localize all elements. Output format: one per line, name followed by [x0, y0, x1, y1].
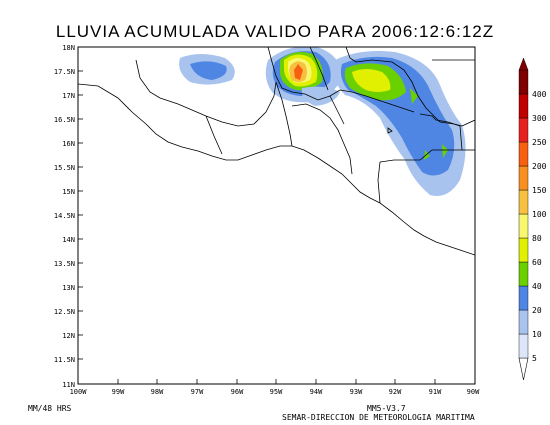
colorbar-label: 40: [532, 282, 542, 291]
rainfall-contours: [179, 47, 466, 196]
colorbar-swatch: [518, 93, 529, 119]
lat-label: 14.5N: [54, 212, 75, 220]
lat-label: 17N: [62, 92, 75, 100]
colorbar-swatch: [518, 309, 529, 335]
colorbar-label: 250: [532, 138, 547, 147]
colorbar: 5 10 20 40 60 80 100 150 200 250 300 400: [518, 57, 547, 381]
country-border: [377, 161, 381, 204]
colorbar-swatch: [518, 285, 529, 311]
lat-label: 11N: [62, 381, 75, 389]
footer-model-label: MM5-V3.7: [367, 404, 406, 413]
rain-area-green: [424, 150, 430, 160]
island: [387, 127, 393, 134]
state-border: [309, 47, 329, 91]
colorbar-label: 300: [532, 114, 547, 123]
lon-label: 92W: [389, 388, 402, 396]
rain-area-green: [410, 88, 418, 104]
map-title: LLUVIA ACUMULADA VALIDO PARA 2006:12:6:1…: [55, 22, 495, 41]
lat-label: 16.5N: [54, 116, 75, 124]
colorbar-label: 150: [532, 186, 547, 195]
lat-label: 14N: [62, 236, 75, 244]
state-border: [345, 47, 463, 127]
country-border: [461, 119, 475, 127]
lon-label: 95W: [270, 388, 283, 396]
colorbar-label: 5: [532, 354, 537, 363]
colorbar-label: 20: [532, 306, 542, 315]
colorbar-label: 400: [532, 90, 547, 99]
lon-label: 100W: [70, 388, 88, 396]
axis-ticks: [78, 46, 475, 385]
colorbar-low-arrow: [518, 357, 529, 381]
plot-frame: [77, 46, 476, 385]
state-border: [275, 81, 293, 147]
lon-label: 96W: [231, 388, 244, 396]
rain-area-medium: [190, 61, 227, 80]
lat-label: 13.5N: [54, 260, 75, 268]
longitude-labels: 100W 99W 98W 97W 96W 95W 94W 93W 92W 91W…: [70, 388, 481, 396]
colorbar-swatch: [518, 333, 529, 359]
lat-label: 12.5N: [54, 308, 75, 316]
colorbar-high-arrow: [518, 57, 529, 71]
colorbar-swatch: [518, 213, 529, 239]
state-border: [329, 95, 345, 125]
rain-area-medium: [301, 86, 340, 106]
lat-label: 16N: [62, 140, 75, 148]
colorbar-swatch: [518, 69, 529, 95]
lat-label: 13N: [62, 284, 75, 292]
colorbar-swatch: [518, 117, 529, 143]
lon-label: 94W: [310, 388, 323, 396]
coastline: [78, 83, 475, 256]
colorbar-label: 10: [532, 330, 542, 339]
rain-area-yellow: [352, 69, 391, 92]
footer-hours-label: MM/48 HRS: [28, 404, 72, 413]
lon-label: 99W: [112, 388, 125, 396]
rain-area-green: [442, 144, 448, 158]
footer-agency-label: SEMAR-DIRECCION DE METEOROLOGIA MARITIMA: [282, 413, 475, 422]
lat-label: 15N: [62, 188, 75, 196]
coastline-borders: [78, 47, 475, 256]
lon-label: 90W: [467, 388, 480, 396]
lat-label: 18N: [62, 44, 75, 52]
lat-label: 11.5N: [54, 356, 75, 364]
lon-label: 97W: [191, 388, 204, 396]
rain-area-red: [294, 64, 303, 80]
state-border: [205, 115, 223, 155]
colorbar-label: 60: [532, 258, 542, 267]
colorbar-swatch: [518, 261, 529, 287]
lon-label: 98W: [151, 388, 164, 396]
state-border: [291, 103, 353, 175]
colorbar-swatch: [518, 237, 529, 263]
lon-label: 91W: [429, 388, 442, 396]
lat-label: 17.5N: [54, 68, 75, 76]
colorbar-label: 80: [532, 234, 542, 243]
country-border: [379, 113, 463, 163]
colorbar-label: 100: [532, 210, 547, 219]
latitude-labels: 18N 17.5N 17N 16.5N 16N 15.5N 15N 14.5N …: [54, 44, 75, 389]
colorbar-label: 200: [532, 162, 547, 171]
lat-label: 12N: [62, 332, 75, 340]
colorbar-swatch: [518, 189, 529, 215]
lon-label: 93W: [350, 388, 363, 396]
colorbar-swatch: [518, 165, 529, 191]
colorbar-swatch: [518, 141, 529, 167]
lat-label: 15.5N: [54, 164, 75, 172]
